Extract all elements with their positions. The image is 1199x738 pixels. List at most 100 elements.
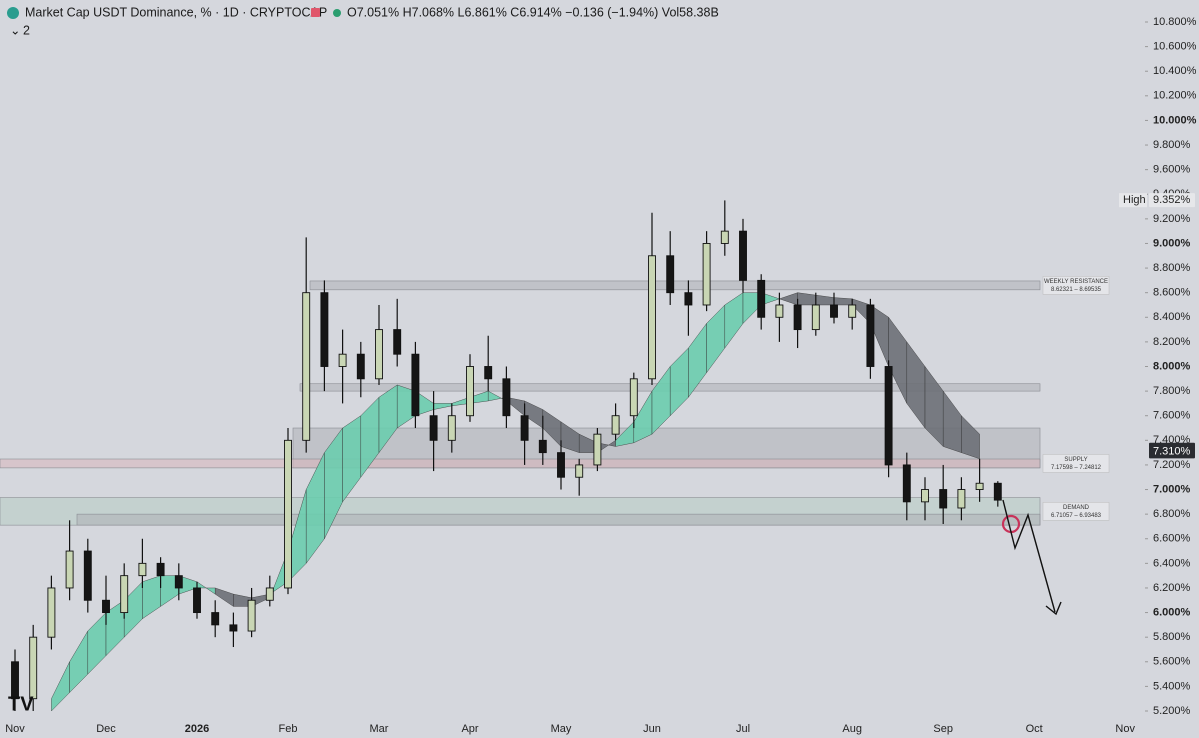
x-tick-label: Sep (933, 723, 953, 735)
candle-body (65, 550, 74, 589)
x-tick-label: Jun (643, 723, 661, 735)
candle-body (211, 612, 220, 626)
symbol-title: Market Cap USDT Dominance, % · 1D · CRYP… (25, 5, 327, 19)
candle-body (575, 464, 584, 478)
candle-body (484, 366, 493, 380)
x-tick-label: Jul (736, 723, 750, 735)
candle-body (648, 255, 656, 380)
flag-icon (311, 8, 320, 17)
symbol-logo (7, 7, 19, 19)
candle-body (848, 304, 857, 318)
zone-label-box (1042, 276, 1110, 295)
candle-body (156, 562, 165, 577)
candle-body (429, 415, 438, 441)
candle-body (720, 230, 729, 244)
candle-body (557, 452, 565, 478)
candle-body (793, 304, 802, 331)
candle-body (338, 353, 347, 367)
candle-body (356, 353, 365, 380)
candle-body (284, 439, 292, 589)
y-tick-label: 6.400% (1153, 557, 1191, 569)
candle-body (502, 378, 511, 417)
candle-body (611, 415, 620, 435)
candle-body (447, 415, 456, 441)
price-badge (1149, 444, 1195, 459)
zone-range: 8.62321 – 8.69535 (1051, 287, 1102, 293)
ohlc-values: O7.051% H7.068% L6.861% C6.914% −0.136 (… (347, 5, 719, 19)
candle-body (247, 599, 256, 632)
candle-body (320, 292, 329, 367)
x-tick-label: Dec (96, 723, 116, 735)
x-tick-label: Apr (461, 723, 478, 735)
candles (11, 200, 1002, 711)
axes: 10.800% 10.600% 10.400% 10.200% 10.000% 9.800… (5, 0, 1199, 738)
y-tick-label: 9.000% (1153, 237, 1191, 249)
candle-body (29, 636, 38, 700)
y-tick-label: 5.800% (1153, 631, 1191, 643)
candle-body (866, 304, 875, 367)
candle-body (775, 304, 784, 318)
candle-body (593, 433, 602, 466)
y-tick-label: 10.600% (1153, 41, 1197, 53)
y-tick-label: 8.400% (1153, 311, 1191, 323)
candle-body (120, 575, 129, 614)
candle-body (884, 366, 893, 466)
y-tick-label: 6.800% (1153, 508, 1191, 520)
zone (0, 458, 1041, 469)
candle-body (538, 439, 547, 454)
y-tick-label: 6.600% (1153, 533, 1191, 545)
zone-range: 7.17598 – 7.24812 (1051, 465, 1102, 471)
y-tick-label: 7.800% (1153, 385, 1191, 397)
candle-body (174, 575, 183, 589)
header: Market Cap USDT Dominance, % · 1D · CRYP… (7, 5, 719, 37)
y-tick-label: 10.200% (1153, 90, 1197, 102)
zone-range: 6.71057 – 6.93483 (1051, 513, 1102, 519)
axis-panel (1145, 0, 1199, 738)
ribbon-segment (961, 415, 980, 460)
y-tick-label: 7.000% (1153, 483, 1191, 495)
y-tick-label: 9.800% (1153, 139, 1191, 151)
ribbon (51, 292, 980, 712)
candle-body (684, 292, 693, 306)
tv-logo-mark: TV (8, 693, 34, 715)
y-tick-label: 9.600% (1153, 164, 1191, 176)
zone-label-box (1042, 454, 1110, 473)
candle-body (702, 243, 711, 306)
arrow-head (1045, 601, 1062, 616)
price-badge (1149, 193, 1195, 208)
candle-body (138, 562, 147, 577)
candle-body (757, 279, 766, 318)
x-tick-label: Oct (1026, 723, 1043, 735)
candle-body (520, 415, 529, 441)
y-tick-label: 10.400% (1153, 65, 1197, 77)
zone-name: DEMAND (1063, 505, 1090, 511)
tag-box (1119, 193, 1147, 208)
candle-body (629, 378, 638, 417)
candle-body (939, 489, 948, 509)
status-dot (333, 9, 341, 17)
candle-body (302, 292, 311, 441)
candle-body (666, 255, 675, 294)
x-tick-label: Aug (842, 723, 862, 735)
projection-arrow (1002, 499, 1056, 613)
x-tick-label: Feb (279, 723, 298, 735)
x-tick-label: May (551, 723, 572, 735)
zone (76, 513, 1041, 526)
price-badge-tag: High (1123, 194, 1146, 206)
price-badge-label: 9.352% (1153, 194, 1191, 206)
y-tick-label: 5.200% (1153, 705, 1191, 717)
y-tick-label: 5.400% (1153, 680, 1191, 692)
candle-body (102, 599, 110, 614)
candle-body (375, 329, 383, 380)
y-tick-label: 6.200% (1153, 582, 1191, 594)
candle-body (957, 489, 966, 509)
indicator-count[interactable]: 2 (23, 23, 30, 37)
tv-logo: TV (8, 693, 34, 715)
ribbon-segment (833, 297, 853, 306)
candle-body (975, 482, 984, 490)
candle-body (47, 587, 56, 638)
y-tick-label: 9.200% (1153, 213, 1191, 225)
indicator-toggle[interactable]: ⌄ (10, 23, 20, 37)
